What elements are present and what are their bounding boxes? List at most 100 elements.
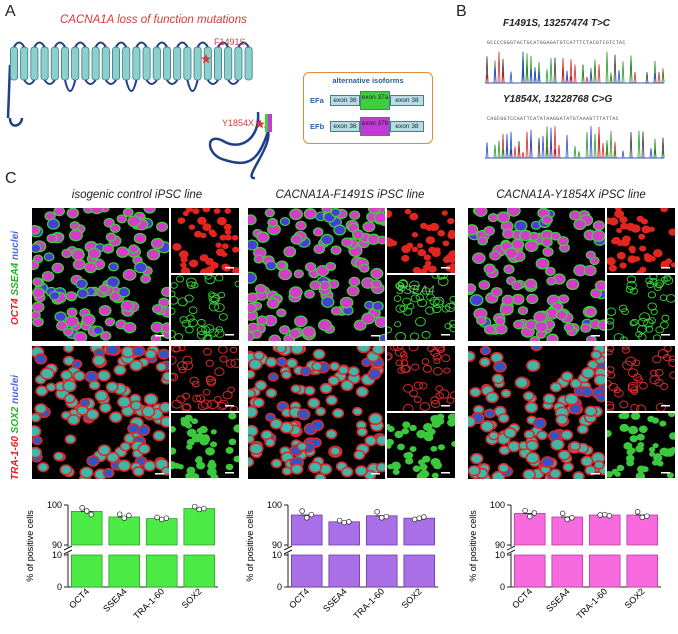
cell-mark [188,306,198,315]
cell-mark [607,401,615,410]
y-tick-label: 10 [495,550,505,560]
cell-mark [415,293,424,302]
cell-mark [352,406,363,417]
axis-break-mark [506,545,516,555]
cell-mark [201,254,209,260]
helix-segment [244,46,253,81]
helix-segment [203,46,212,81]
cell-mark [639,381,648,390]
cell-mark [270,458,283,469]
cell-mark [390,346,399,351]
cell-mark [607,470,613,478]
helix-segment [101,46,110,81]
data-point [159,516,165,523]
cell-mark [109,223,121,234]
cell-mark [333,224,347,236]
cell-mark [443,367,451,374]
cell-mark [616,227,623,234]
cell-mark [71,359,83,369]
channel-backbone [6,64,12,119]
y-tick-label: 10 [52,550,62,560]
cell-mark [340,379,354,392]
cell-mark [254,283,267,294]
cell-mark [525,451,540,465]
cell-mark [422,364,433,373]
cell-mark [660,382,669,391]
helix-segment [173,46,182,81]
cell-mark [199,425,208,434]
cell-mark [447,218,455,225]
exon-36-efb: exon 36 [330,121,360,132]
cell-mark [630,403,640,411]
cell-mark [197,216,207,225]
cell-mark [330,306,342,316]
cell-mark [409,332,420,340]
cell-mark [432,352,442,361]
cell-mark [507,440,521,453]
cell-mark [433,357,441,364]
merge-image-oct4-ssea4-y1854x [468,208,605,341]
cell-mark [66,307,78,318]
cell-mark [105,381,119,393]
cell-mark [468,350,476,362]
cell-mark [635,472,646,478]
cell-mark [133,232,147,244]
cell-mark [525,439,539,452]
cell-mark [219,355,228,363]
cell-mark [560,429,574,441]
data-point [303,515,310,521]
cell-mark [232,246,239,253]
data-point [569,515,575,521]
cell-mark [319,382,333,395]
cell-mark [501,294,515,306]
cell-mark [375,462,385,473]
cell-mark [312,348,326,360]
cell-mark [210,429,217,435]
cell-mark [433,247,441,254]
cell-mark [647,415,655,423]
data-point [121,515,127,521]
cell-mark [347,366,360,377]
cell-mark [179,250,189,259]
cell-mark [64,434,77,445]
cell-mark [647,291,657,299]
cell-mark [205,447,215,456]
cell-mark [156,221,169,232]
cell-mark [585,335,597,341]
cell-mark [87,247,102,260]
cell-mark [387,354,392,361]
cell-mark [201,435,211,443]
scale-bar [441,405,450,407]
cell-mark [421,358,430,365]
cell-mark [544,266,556,276]
cell-mark [113,364,127,376]
helix-segment [81,46,90,81]
cell-mark [137,443,151,455]
cell-mark [185,208,193,213]
cell-mark [61,248,73,259]
bar-lower-sox2 [403,554,436,588]
cell-mark [253,254,265,264]
data-point [421,514,427,520]
data-point [531,510,538,516]
cell-mark [641,225,651,234]
data-point [526,513,533,520]
cell-mark [394,430,404,439]
cell-mark [301,326,316,338]
cell-mark [356,426,368,437]
cell-mark [483,408,496,419]
cell-mark [196,326,208,335]
cell-mark [529,336,541,341]
data-point [639,514,646,521]
cell-mark [91,354,107,367]
cell-mark [474,208,488,217]
cell-mark [99,402,112,414]
cell-mark [232,267,239,273]
cell-mark [185,422,193,429]
cell-mark [98,305,112,317]
cell-mark [106,451,120,464]
cell-mark [200,232,207,239]
cell-mark [204,275,216,285]
cell-mark [275,346,287,354]
cell-mark [289,208,304,221]
